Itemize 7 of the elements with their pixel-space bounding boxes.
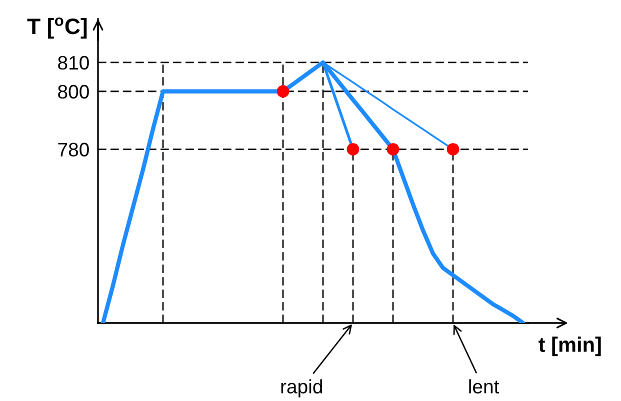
y-tick-label: 780 [58,142,89,157]
y-axis-title: T [$^{o}$C] [27,17,87,39]
x-axis-title: t [min] [538,336,601,356]
text: rapid [281,379,322,398]
text: lent [469,379,500,394]
y-tick-label: 800 [58,84,89,99]
y-tick-label: 810 [58,56,89,70]
